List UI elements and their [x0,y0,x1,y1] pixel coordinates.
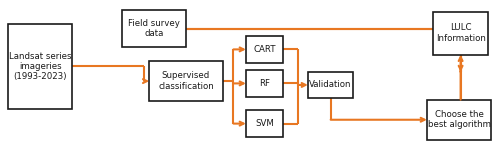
FancyBboxPatch shape [308,72,354,98]
Text: CART: CART [253,45,276,54]
Text: Field survey
data: Field survey data [128,19,180,38]
FancyBboxPatch shape [149,61,222,101]
Text: LULC
Information: LULC Information [436,23,486,43]
Text: Validation: Validation [310,80,352,89]
Text: Landsat series
imageries
(1993-2023): Landsat series imageries (1993-2023) [9,51,72,81]
Text: RF: RF [259,79,270,88]
FancyBboxPatch shape [427,100,492,140]
FancyBboxPatch shape [246,36,283,63]
Text: Choose the
best algorithm: Choose the best algorithm [428,110,490,129]
FancyBboxPatch shape [246,70,283,97]
Text: Supervised
classification: Supervised classification [158,71,214,91]
FancyBboxPatch shape [434,12,488,55]
FancyBboxPatch shape [246,110,283,137]
FancyBboxPatch shape [8,24,72,109]
FancyBboxPatch shape [122,10,186,47]
Text: SVM: SVM [255,119,274,128]
